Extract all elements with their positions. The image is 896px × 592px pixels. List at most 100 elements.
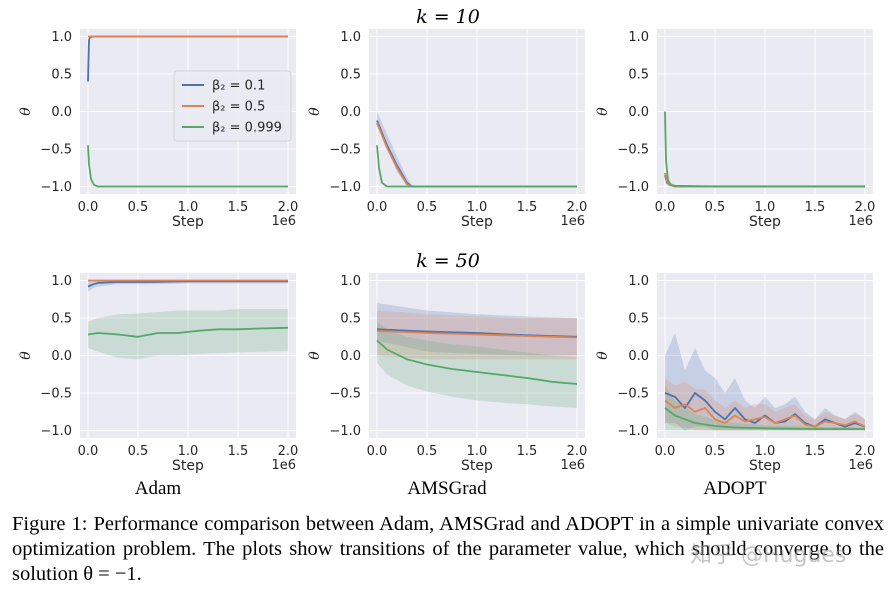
- confidence-band: [665, 385, 865, 431]
- y-axis-label: θ: [307, 107, 323, 116]
- y-tick-label: 0.0: [628, 349, 649, 364]
- y-tick-label: 1.0: [340, 274, 361, 289]
- y-tick-label: 1.0: [51, 30, 72, 45]
- x-tick-label: 2.0: [855, 444, 876, 459]
- x-tick-label: 2.0: [855, 200, 876, 215]
- confidence-band: [377, 303, 577, 356]
- x-axis-label: Step: [749, 458, 781, 474]
- series-line: [87, 145, 288, 188]
- panel-title-adopt: ADOPT: [703, 478, 767, 499]
- x-tick-label: 1.0: [467, 444, 488, 459]
- panel-title-amsgrad: AMSGrad: [407, 478, 487, 499]
- series-line: [664, 111, 865, 188]
- legend-entry: β₂ = 0.1: [212, 79, 265, 94]
- y-tick-label: −0.5: [40, 387, 72, 402]
- y-tick-label: 0.5: [51, 68, 72, 83]
- y-tick-label: −1.0: [617, 424, 649, 439]
- series-line: [376, 339, 578, 385]
- y-axis-label: θ: [18, 107, 34, 116]
- x-tick-label: 2.0: [567, 200, 588, 215]
- confidence-band: [88, 309, 288, 360]
- x-tick-label: 2.0: [278, 444, 299, 459]
- confidence-band: [665, 333, 865, 431]
- confidence-band: [377, 321, 577, 408]
- y-tick-label: 0.5: [340, 312, 361, 327]
- x-tick-label: 0.0: [367, 444, 388, 459]
- legend-entry: β₂ = 0.999: [212, 121, 282, 136]
- x-tick-label: 0.5: [417, 444, 438, 459]
- y-tick-label: −0.5: [40, 143, 72, 158]
- x-tick-label: 1.5: [805, 444, 826, 459]
- series-line: [664, 399, 866, 428]
- x-multiplier-label: 1e6: [271, 458, 296, 473]
- x-tick-label: 0.5: [705, 444, 726, 459]
- x-multiplier-label: 1e6: [271, 214, 296, 229]
- figure-caption: Figure 1: Performance comparison between…: [12, 513, 884, 585]
- x-tick-label: 2.0: [278, 200, 299, 215]
- row-title-1: k = 50: [416, 250, 480, 272]
- x-tick-label: 1.5: [805, 200, 826, 215]
- y-tick-label: 0.5: [51, 312, 72, 327]
- y-tick-label: 0.0: [340, 105, 361, 120]
- confidence-band: [665, 378, 865, 431]
- y-tick-label: 1.0: [628, 30, 649, 45]
- x-axis-label: Step: [749, 214, 781, 230]
- x-tick-label: 0.5: [417, 200, 438, 215]
- x-tick-label: 0.0: [655, 200, 676, 215]
- x-tick-label: 0.0: [78, 444, 99, 459]
- x-axis-label: Step: [461, 458, 493, 474]
- series-line: [376, 329, 578, 339]
- legend-box: [173, 70, 292, 142]
- y-axis-label: θ: [307, 351, 323, 360]
- y-tick-label: 0.5: [340, 68, 361, 83]
- confidence-band: [88, 280, 288, 292]
- x-multiplier-label: 1e6: [848, 458, 873, 473]
- y-axis-label: θ: [595, 107, 611, 116]
- y-axis-label: θ: [18, 351, 34, 360]
- x-tick-label: 0.0: [78, 200, 99, 215]
- x-tick-label: 1.0: [178, 200, 199, 215]
- y-tick-label: −1.0: [40, 180, 72, 195]
- x-tick-label: 0.0: [655, 444, 676, 459]
- y-tick-label: 0.5: [628, 68, 649, 83]
- series-line: [376, 145, 577, 188]
- watermark: 知乎 @Hugues: [690, 543, 847, 568]
- y-tick-label: 0.0: [51, 349, 72, 364]
- x-multiplier-label: 1e6: [848, 214, 873, 229]
- x-tick-label: 0.5: [128, 444, 149, 459]
- x-tick-label: 0.5: [705, 200, 726, 215]
- x-tick-label: 2.0: [567, 444, 588, 459]
- x-tick-label: 1.5: [228, 444, 249, 459]
- x-tick-label: 1.0: [755, 200, 776, 215]
- y-tick-label: −0.5: [617, 143, 649, 158]
- y-tick-label: 0.0: [340, 349, 361, 364]
- y-tick-label: −1.0: [40, 424, 72, 439]
- y-tick-label: −1.0: [617, 180, 649, 195]
- x-tick-label: 1.0: [178, 444, 199, 459]
- x-multiplier-label: 1e6: [560, 458, 585, 473]
- y-tick-label: 1.0: [51, 274, 72, 289]
- panel-title-adam: Adam: [135, 478, 182, 499]
- y-tick-label: 0.0: [51, 105, 72, 120]
- y-tick-label: −1.0: [329, 180, 361, 195]
- x-axis-label: Step: [172, 458, 204, 474]
- legend-entry: β₂ = 0.5: [212, 100, 265, 115]
- x-tick-label: 1.0: [467, 200, 488, 215]
- series-line: [664, 407, 865, 430]
- x-multiplier-label: 1e6: [560, 214, 585, 229]
- y-tick-label: 0.0: [628, 105, 649, 120]
- x-axis-label: Step: [461, 214, 493, 230]
- y-tick-label: 1.0: [628, 274, 649, 289]
- series-line: [87, 326, 289, 338]
- y-tick-label: −0.5: [329, 143, 361, 158]
- row-title-0: k = 10: [416, 6, 480, 28]
- y-tick-label: −1.0: [329, 424, 361, 439]
- x-tick-label: 1.0: [755, 444, 776, 459]
